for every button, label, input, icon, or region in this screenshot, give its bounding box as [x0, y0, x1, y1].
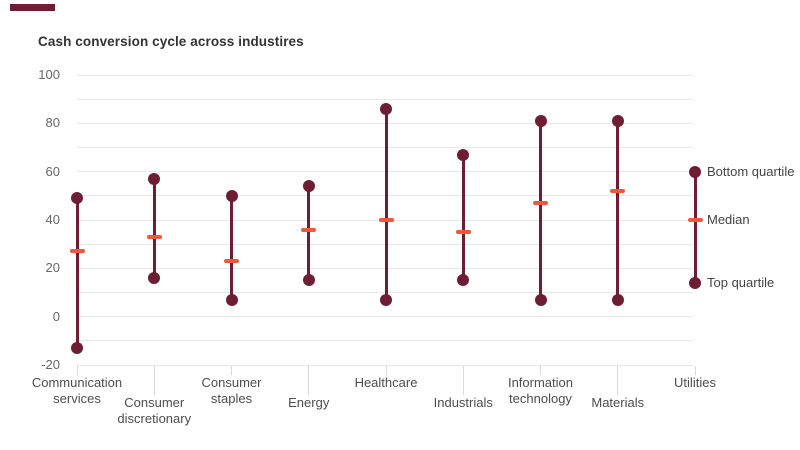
quartile-range-line	[230, 195, 233, 300]
category-label: Energy	[234, 395, 384, 411]
top-quartile-dot	[611, 293, 624, 306]
gridline	[77, 340, 693, 342]
y-tick-label: 20	[45, 260, 60, 276]
category-label: Information technology	[466, 375, 616, 407]
y-tick-label: 60	[45, 163, 60, 179]
chart-title: Cash conversion cycle across industires	[38, 34, 304, 49]
gridline	[77, 74, 693, 76]
top-quartile-dot	[148, 272, 161, 284]
gridline	[77, 364, 693, 366]
category-tick	[385, 366, 387, 375]
category-tick	[540, 366, 541, 375]
quartile-range-line	[307, 186, 311, 281]
bottom-quartile-dot	[148, 172, 161, 185]
category-label-line: services	[53, 391, 101, 406]
top-quartile-dot	[302, 274, 315, 287]
bottom-quartile-dot	[225, 189, 238, 202]
category-tick	[617, 366, 619, 395]
bottom-quartile-dot	[689, 165, 701, 178]
category-label-line: technology	[509, 391, 572, 406]
category-label-line: staples	[210, 391, 253, 406]
category-label: Consumer discretionary	[79, 395, 229, 427]
median-dash	[687, 218, 703, 222]
category-tick	[694, 366, 696, 375]
y-tick-label: 40	[45, 212, 60, 227]
category-label: Communication services	[2, 375, 152, 407]
median-dash	[455, 230, 471, 235]
category-label: Utilities	[620, 375, 770, 391]
bottom-quartile-dot	[302, 180, 315, 193]
category-tick	[308, 366, 310, 395]
bottom-quartile-dot	[380, 102, 392, 115]
top-quartile-dot	[71, 342, 83, 355]
bottom-quartile-dot	[457, 148, 470, 161]
category-label: Materials	[543, 395, 693, 411]
median-dash	[378, 218, 394, 222]
category-label-line: Materials	[591, 395, 645, 410]
y-tick-label: 80	[45, 115, 60, 131]
median-dash	[301, 227, 317, 232]
bottom-quartile-dot	[71, 192, 83, 205]
category-label-line: Utilities	[674, 375, 716, 390]
bottom-quartile-dot	[611, 114, 624, 127]
quartile-range-line	[152, 178, 156, 278]
category-label-line: Healthcare	[354, 375, 418, 390]
category-label-line: Energy	[288, 395, 330, 410]
y-tick-label: -20	[41, 357, 60, 372]
top-quartile-dot	[457, 274, 470, 287]
top-quartile-dot	[225, 293, 238, 306]
top-quartile-dot	[689, 276, 701, 289]
top-quartile-dot	[534, 293, 547, 306]
legend-label: Median	[707, 212, 750, 227]
category-tick	[153, 366, 155, 395]
category-label-line: Industrials	[433, 395, 493, 410]
category-label-line: Communication	[31, 375, 123, 390]
quartile-range-line	[693, 171, 697, 283]
category-label-line: Consumer	[124, 395, 185, 410]
quartile-range-line	[75, 198, 79, 349]
category-tick	[76, 366, 78, 375]
median-dash	[224, 259, 239, 264]
quartile-range-line	[539, 120, 542, 300]
legend-label: Top quartile	[707, 274, 775, 290]
median-dash	[610, 189, 626, 193]
category-label-line: Information	[507, 375, 574, 390]
top-quartile-dot	[380, 293, 392, 306]
category-tick	[462, 366, 464, 395]
quartile-range-line	[461, 154, 465, 281]
y-tick-label: 100	[38, 67, 60, 82]
accent-bar	[10, 4, 55, 11]
category-tick	[231, 366, 232, 375]
median-dash	[69, 249, 85, 254]
category-label-line: discretionary	[117, 411, 192, 426]
gridline	[77, 98, 693, 100]
category-label: Consumer staples	[157, 375, 307, 407]
quartile-range-line	[384, 108, 388, 300]
median-dash	[533, 201, 548, 206]
quartile-range-line	[616, 120, 620, 300]
gridline	[77, 316, 693, 318]
category-label-line: Consumer	[201, 375, 262, 390]
median-dash	[146, 234, 162, 239]
y-tick-label: 0	[52, 308, 60, 324]
legend-label: Bottom quartile	[707, 163, 795, 179]
bottom-quartile-dot	[534, 114, 547, 127]
category-label: Industrials	[388, 395, 538, 411]
category-label: Healthcare	[311, 375, 461, 391]
